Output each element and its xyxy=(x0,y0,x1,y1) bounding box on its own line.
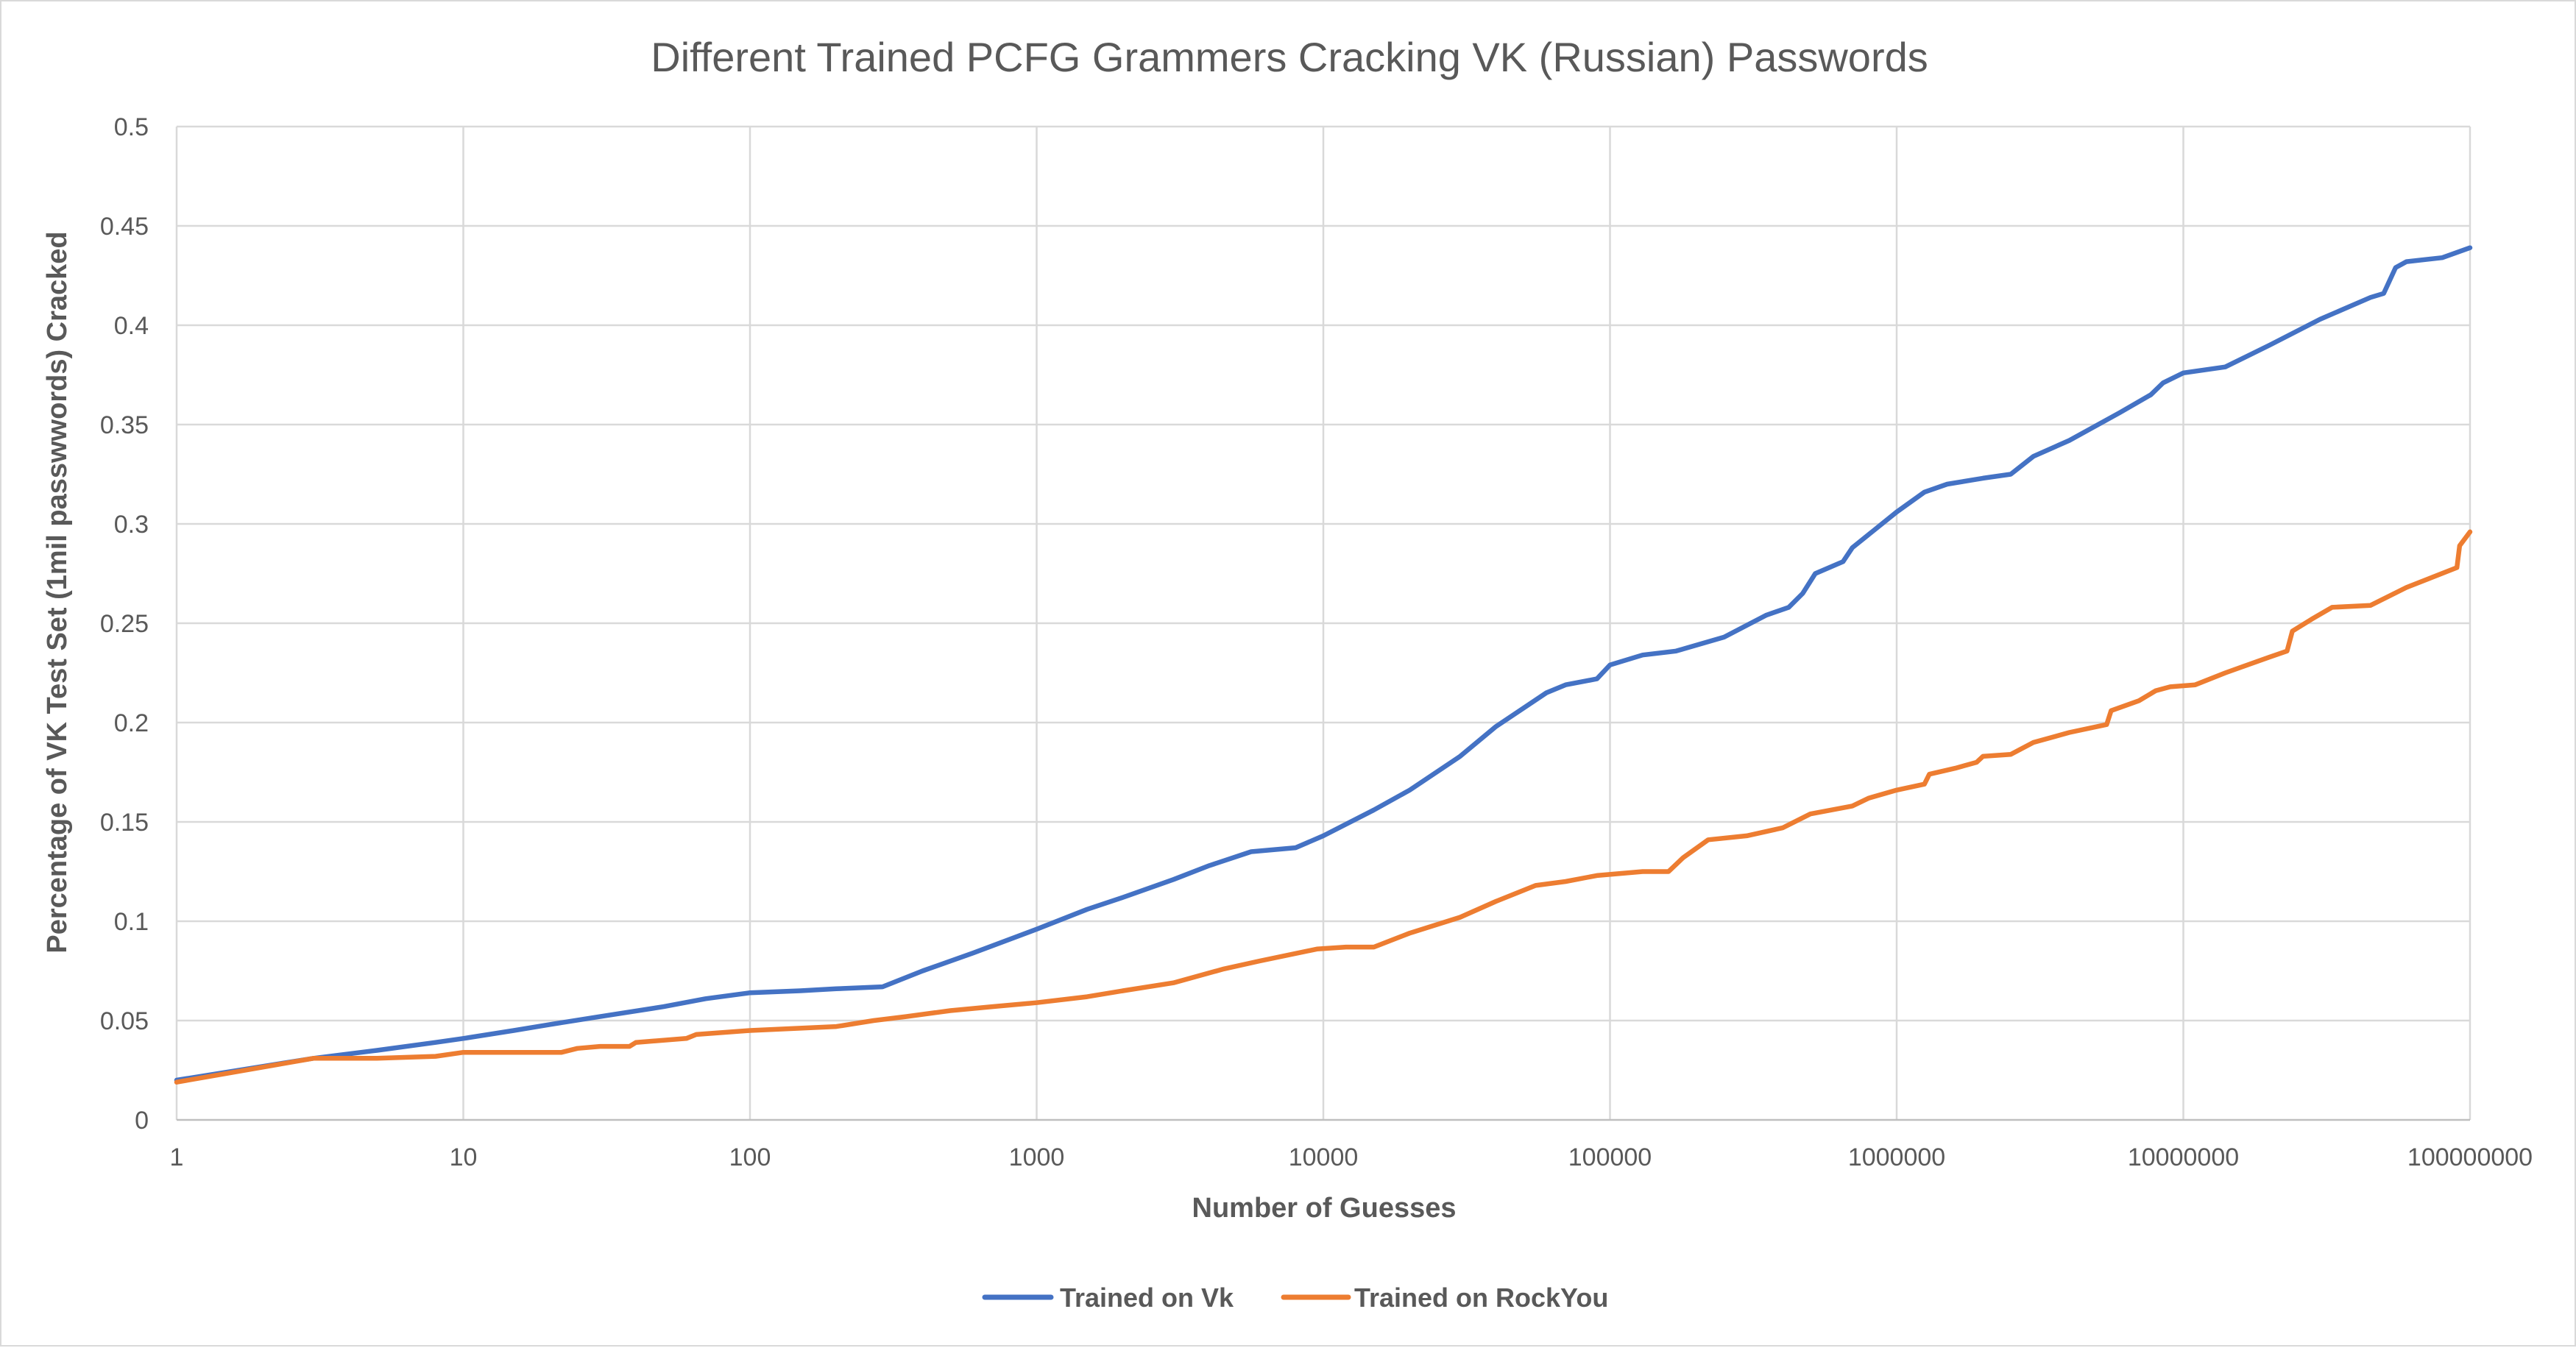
grid-layer xyxy=(175,125,2471,1120)
x-tick-label: 10000000 xyxy=(2128,1143,2239,1171)
series-line-trained-on-vk xyxy=(174,245,2473,1083)
series-layer xyxy=(174,245,2473,1085)
series-line-trained-on-rockyou xyxy=(174,529,2473,1085)
x-tick-label: 1 xyxy=(170,1143,184,1171)
y-tick-label: 0.35 xyxy=(100,411,149,439)
legend-label-trained-on-vk: Trained on Vk xyxy=(1060,1283,1234,1313)
y-tick-label: 0.15 xyxy=(100,809,149,837)
y-axis-title: Percentage of VK Test Set (1mil passwwor… xyxy=(42,231,73,953)
y-tick-label: 0.4 xyxy=(114,312,149,340)
x-tick-label: 10000 xyxy=(1289,1143,1359,1171)
y-tick-label: 0.45 xyxy=(100,213,149,241)
x-tick-label: 100000 xyxy=(1568,1143,1652,1171)
x-tick-label: 1000000 xyxy=(1848,1143,1945,1171)
y-tick-label: 0.1 xyxy=(114,908,149,936)
x-axis-title: Number of Guesses xyxy=(1192,1193,1457,1224)
x-tick-label: 100000000 xyxy=(2407,1143,2533,1171)
chart-title: Different Trained PCFG Grammers Cracking… xyxy=(651,34,1928,80)
x-tick-label: 1000 xyxy=(1009,1143,1065,1171)
legend: Trained on Vk Trained on RockYou xyxy=(982,1283,1608,1313)
x-tick-label: 100 xyxy=(729,1143,771,1171)
y-tick-label: 0.05 xyxy=(100,1007,149,1035)
x-tick-label: 10 xyxy=(450,1143,478,1171)
y-tick-label: 0.5 xyxy=(114,113,149,141)
y-tick-label: 0 xyxy=(135,1107,149,1135)
y-tick-label: 0.3 xyxy=(114,511,149,539)
label-layer: 0 0.05 0.1 0.15 0.2 0.25 0.3 0.35 0.4 0.45 0.5 1 10 1… xyxy=(100,113,2533,1171)
y-tick-label: 0.25 xyxy=(100,610,149,638)
y-tick-label: 0.2 xyxy=(114,709,149,737)
legend-label-trained-on-rockyou: Trained on RockYou xyxy=(1354,1283,1608,1313)
